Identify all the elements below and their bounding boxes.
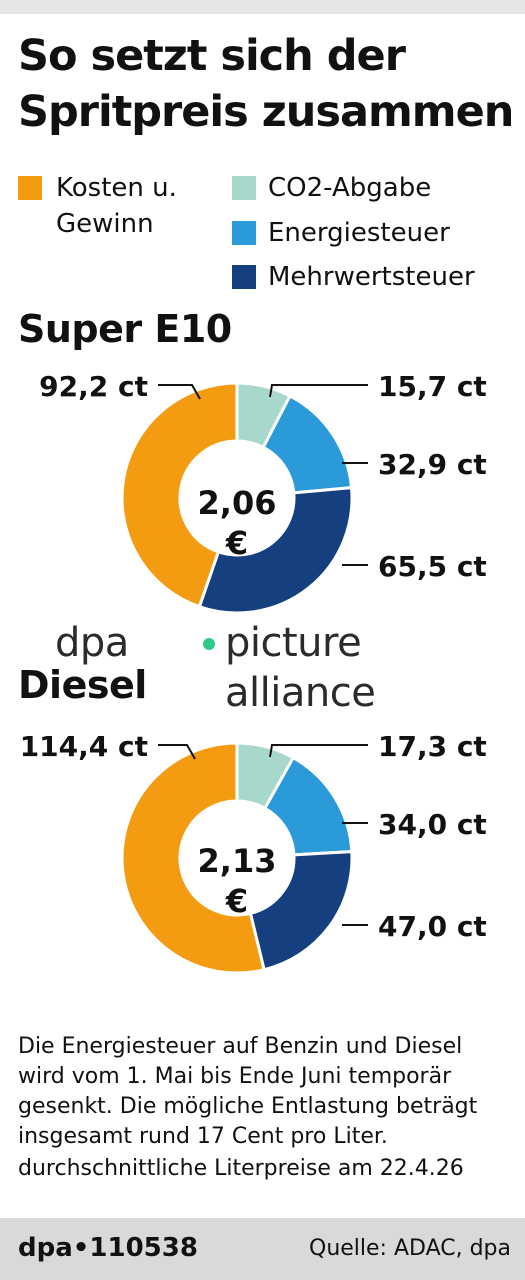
title-line-2: Spritpreis zusammen bbox=[18, 87, 514, 137]
leader-line-co2-super-e10 bbox=[269, 384, 368, 398]
graphic-id: dpa•110538 bbox=[18, 1233, 198, 1263]
legend-swatch-energiesteuer bbox=[232, 221, 256, 245]
chart-title-super-e10: Super E10 bbox=[18, 307, 232, 351]
watermark-dot-icon bbox=[203, 638, 215, 650]
slice-kosten-diesel bbox=[120, 741, 266, 975]
date-footnote: durchschnittliche Literpreise am 22.4.26 bbox=[18, 1156, 464, 1181]
chart-title-diesel: Diesel bbox=[18, 663, 147, 707]
donut-chart-diesel: 17,3 ct 34,0 ct 47,0 ct 114,4 ct 2,13 € bbox=[0, 715, 525, 1000]
data-label-mehrwertsteuer-diesel: 47,0 ct bbox=[378, 910, 487, 943]
data-label-co2-super-e10: 15,7 ct bbox=[378, 370, 487, 403]
watermark-picture-alliance: picture alliance bbox=[225, 620, 376, 716]
legend-label-kosten: Kosten u. Gewinn bbox=[56, 173, 177, 239]
slice-mehrwertsteuer-super-e10 bbox=[197, 485, 354, 615]
legend-swatch-kosten bbox=[18, 176, 42, 200]
center-total-diesel: 2,13 € bbox=[177, 841, 297, 921]
legend-label-energiesteuer: Energiesteuer bbox=[268, 218, 450, 248]
center-value-diesel: 2,13 bbox=[197, 842, 277, 880]
watermark-dpa: dpa bbox=[55, 620, 129, 666]
legend-swatch-mehrwertsteuer bbox=[232, 265, 256, 289]
top-bar bbox=[0, 0, 525, 14]
title-line-1: So setzt sich der bbox=[18, 31, 406, 81]
graphic-title: So setzt sich der Spritpreis zusammen bbox=[18, 28, 514, 140]
watermark: dpa picture alliance bbox=[55, 618, 505, 716]
footer-bar: dpa•110538 Quelle: ADAC, dpa bbox=[0, 1218, 525, 1280]
donut-chart-super-e10: 15,7 ct 32,9 ct 65,5 ct 92,2 ct 2,06 € bbox=[0, 355, 525, 640]
leader-line-co2-diesel bbox=[269, 744, 368, 758]
legend-label-mehrwertsteuer: Mehrwertsteuer bbox=[268, 262, 475, 292]
center-unit-super-e10: € bbox=[225, 524, 249, 562]
source-credit: Quelle: ADAC, dpa bbox=[309, 1236, 511, 1261]
data-label-kosten-super-e10: 92,2 ct bbox=[39, 370, 148, 403]
donut-svg-super-e10: 15,7 ct 32,9 ct 65,5 ct 92,2 ct bbox=[39, 370, 487, 615]
slice-kosten-super-e10 bbox=[120, 381, 239, 609]
slice-mehrwertsteuer-diesel bbox=[248, 850, 354, 972]
data-label-co2-diesel: 17,3 ct bbox=[378, 730, 487, 763]
explanatory-note: Die Energiesteuer auf Benzin und Diesel … bbox=[18, 1034, 478, 1149]
legend-swatch-co2 bbox=[232, 176, 256, 200]
data-label-kosten-diesel: 114,4 ct bbox=[20, 730, 148, 763]
data-label-energiesteuer-diesel: 34,0 ct bbox=[378, 808, 487, 841]
legend-label-co2: CO2-Abgabe bbox=[268, 173, 432, 203]
center-unit-diesel: € bbox=[225, 882, 249, 920]
data-label-energiesteuer-super-e10: 32,9 ct bbox=[378, 448, 487, 481]
leader-line-kosten-diesel bbox=[158, 744, 196, 760]
data-label-mehrwertsteuer-super-e10: 65,5 ct bbox=[378, 550, 487, 583]
center-total-super-e10: 2,06 € bbox=[177, 483, 297, 563]
center-value-super-e10: 2,06 bbox=[197, 484, 277, 522]
donut-svg-diesel: 17,3 ct 34,0 ct 47,0 ct 114,4 ct bbox=[20, 730, 487, 975]
leader-line-kosten-super-e10 bbox=[158, 384, 201, 400]
